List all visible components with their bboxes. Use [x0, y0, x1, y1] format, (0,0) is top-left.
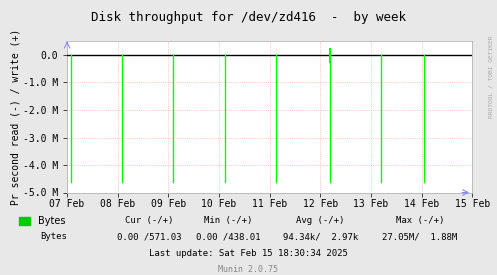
Text: Cur (-/+): Cur (-/+)	[125, 216, 173, 225]
Text: 0.00 /438.01: 0.00 /438.01	[196, 232, 261, 241]
Y-axis label: Pr second read (-) / write (+): Pr second read (-) / write (+)	[10, 29, 20, 205]
Text: 0.00 /571.03: 0.00 /571.03	[117, 232, 181, 241]
Text: Avg (-/+): Avg (-/+)	[296, 216, 345, 225]
Text: RRDTOOL / TOBI OETIKER: RRDTOOL / TOBI OETIKER	[489, 36, 494, 118]
Text: 94.34k/  2.97k: 94.34k/ 2.97k	[283, 232, 358, 241]
Text: Max (-/+): Max (-/+)	[396, 216, 444, 225]
Text: Bytes: Bytes	[40, 232, 67, 241]
Text: Min (-/+): Min (-/+)	[204, 216, 253, 225]
Text: 27.05M/  1.88M: 27.05M/ 1.88M	[382, 232, 458, 241]
Text: Munin 2.0.75: Munin 2.0.75	[219, 265, 278, 274]
Text: Last update: Sat Feb 15 18:30:34 2025: Last update: Sat Feb 15 18:30:34 2025	[149, 249, 348, 258]
Text: Disk throughput for /dev/zd416  -  by week: Disk throughput for /dev/zd416 - by week	[91, 11, 406, 24]
Legend: Bytes: Bytes	[15, 213, 70, 230]
